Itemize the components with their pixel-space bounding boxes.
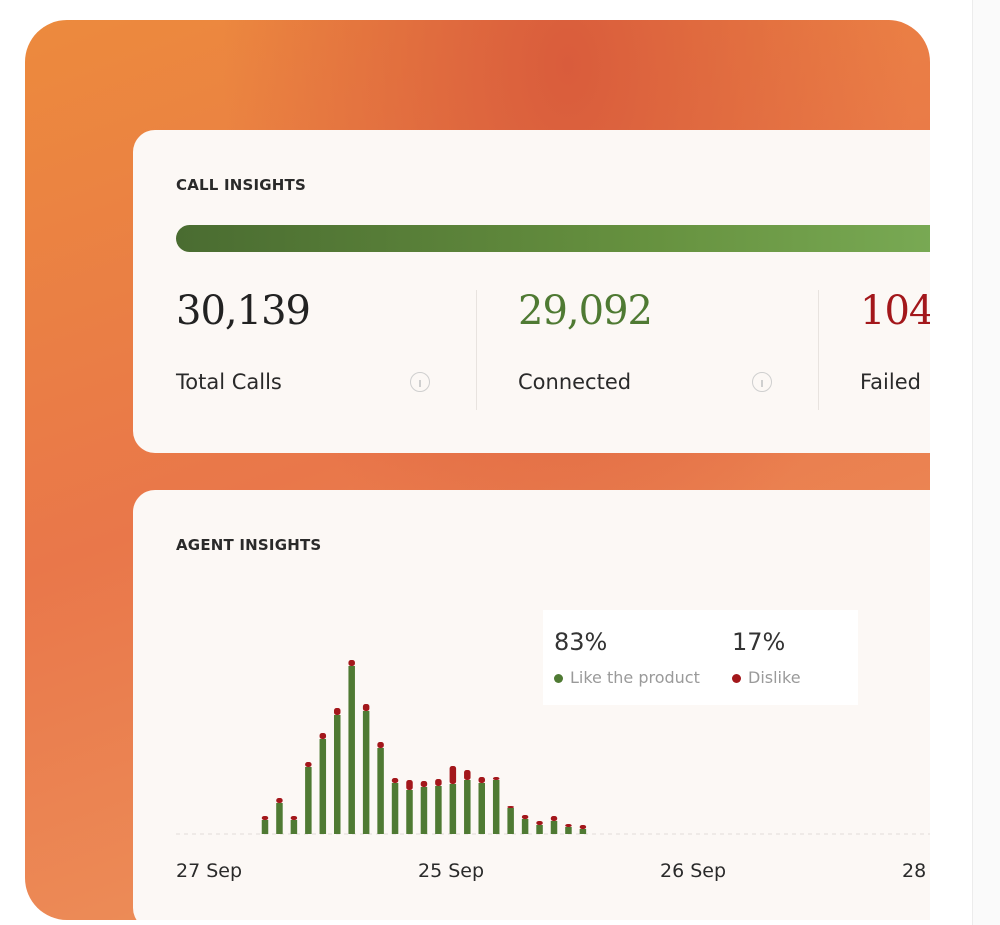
bar-segment <box>290 816 298 820</box>
bar-segment <box>420 787 428 834</box>
bar-segment <box>492 780 500 834</box>
info-icon[interactable] <box>410 372 430 392</box>
bar-segment <box>449 784 457 834</box>
divider <box>818 290 819 410</box>
x-tick-label: 25 Sep <box>418 860 484 882</box>
metric-label: Total Calls <box>176 370 282 394</box>
info-icon[interactable] <box>752 372 772 392</box>
bar-segment <box>276 803 283 834</box>
bar-segment <box>579 829 587 834</box>
bar-segment <box>550 816 558 821</box>
metric-value: 30,139 <box>176 288 311 334</box>
bar-segment <box>334 708 341 715</box>
bar-segment <box>305 762 312 767</box>
progress-bar <box>176 225 930 252</box>
bar-segment <box>305 767 312 834</box>
bar-segment <box>334 715 341 834</box>
bar-segment <box>507 808 514 834</box>
bar-segment <box>348 666 355 834</box>
metric-value: 29,092 <box>518 288 653 334</box>
bar-segment <box>507 806 514 808</box>
bar-segment <box>435 786 442 834</box>
bar-segment <box>348 660 355 666</box>
legend-item: Dislike <box>732 668 801 687</box>
bar-segment <box>319 733 327 739</box>
bar-segment <box>391 778 399 783</box>
bar-segment <box>362 711 370 834</box>
bar-segment <box>464 780 471 834</box>
x-tick-label: 27 Sep <box>176 860 242 882</box>
legend-percent: 83% <box>554 628 608 656</box>
bar-segment <box>406 790 413 834</box>
card-title: AGENT INSIGHTS <box>176 536 322 554</box>
legend-label: Dislike <box>748 668 801 687</box>
bar-segment <box>565 827 572 834</box>
bar-segment <box>319 739 327 834</box>
bar-segment <box>406 780 413 790</box>
legend-percent: 17% <box>732 628 786 656</box>
bar-segment <box>377 742 384 748</box>
bar-segment <box>579 825 587 829</box>
legend-item: Like the product <box>554 668 700 687</box>
x-tick-label: 28 <box>902 860 926 882</box>
bar-segment <box>276 798 283 803</box>
bar-segment <box>464 770 471 780</box>
bar-segment <box>290 820 298 834</box>
legend-dot <box>554 674 563 683</box>
bar-segment <box>377 748 384 834</box>
bar-segment <box>550 821 558 834</box>
side-panel <box>972 0 1000 925</box>
bar-segment <box>391 783 399 834</box>
x-tick-label: 26 Sep <box>660 860 726 882</box>
card-title: CALL INSIGHTS <box>176 176 306 194</box>
metric-label: Connected <box>518 370 632 394</box>
metric-label: Failed <box>860 370 921 394</box>
bar-segment <box>420 781 428 787</box>
agent-insights-card: AGENT INSIGHTS 27 Sep 25 Sep 26 Sep 28 83% … <box>133 490 930 920</box>
bar-segment <box>261 820 269 834</box>
legend-label: Like the product <box>570 668 700 687</box>
bar-segment <box>521 819 529 834</box>
call-insights-card: CALL INSIGHTS 30,139 Total Calls 29,092 … <box>133 130 930 453</box>
bar-segment <box>478 777 485 783</box>
chart: 27 Sep 25 Sep 26 Sep 28 <box>176 660 930 882</box>
bar-segment <box>565 824 572 827</box>
bar-segment <box>521 815 529 819</box>
bar-segment <box>478 783 485 834</box>
gradient-panel: CALL INSIGHTS 30,139 Total Calls 29,092 … <box>25 20 930 920</box>
bar-segment <box>435 779 442 786</box>
bar-segment <box>536 825 543 834</box>
bar-segment <box>261 816 269 820</box>
bar-segment <box>536 821 543 825</box>
metric-value: 104 <box>860 288 930 334</box>
legend-dot <box>732 674 741 683</box>
legend: 83% Like the product 17% Dislike <box>543 610 858 705</box>
bar-segment <box>449 766 457 784</box>
bar-segment <box>362 704 370 711</box>
divider <box>476 290 477 410</box>
bar-segment <box>492 777 500 780</box>
